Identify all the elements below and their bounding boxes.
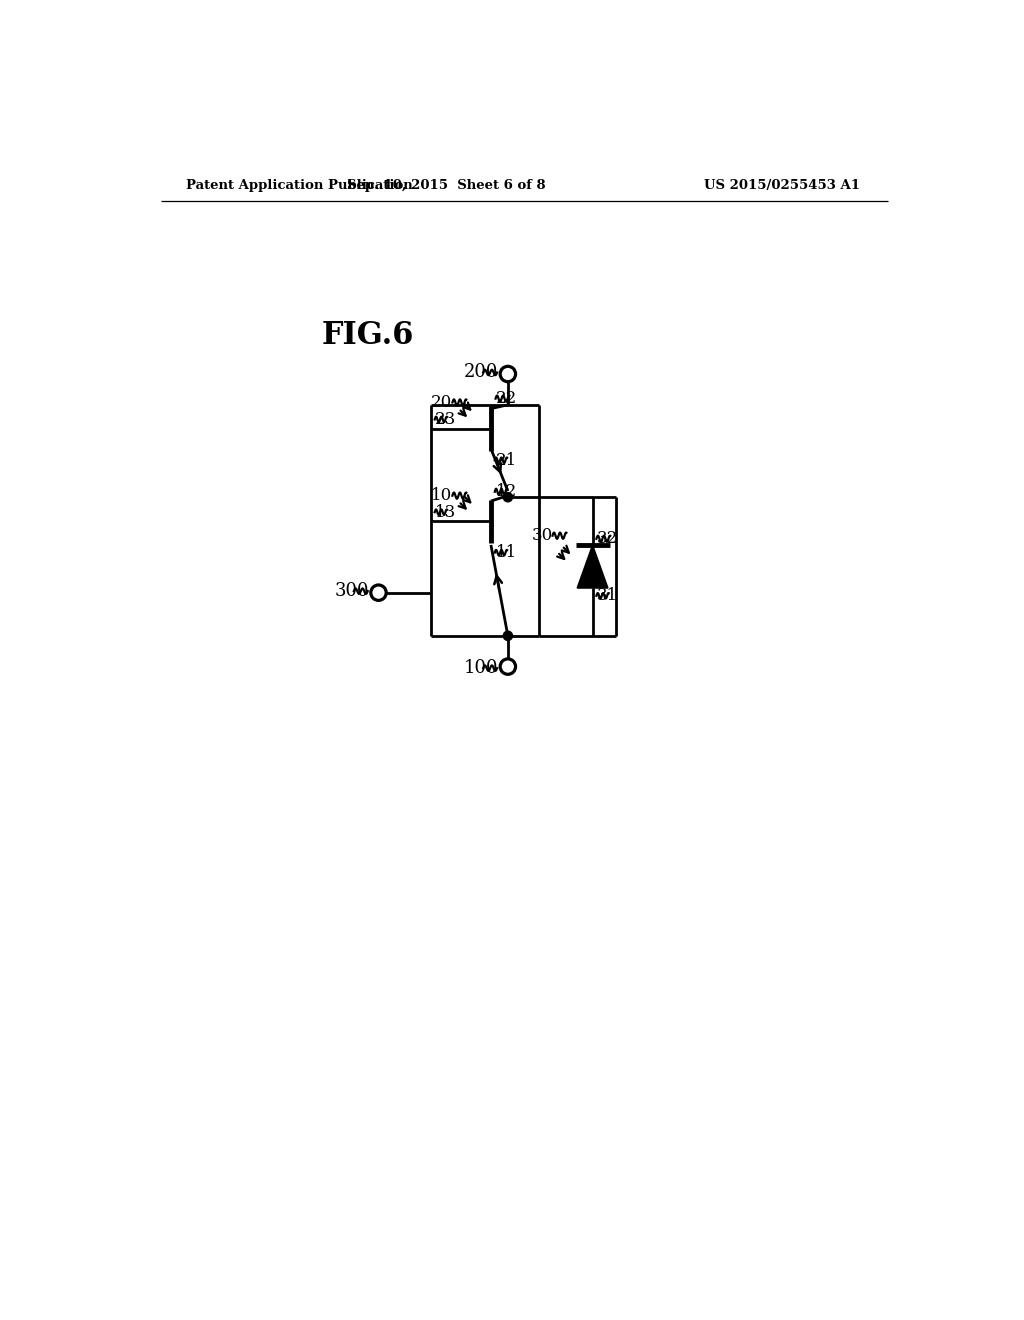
- Text: 31: 31: [597, 587, 618, 605]
- Text: 100: 100: [464, 659, 499, 677]
- Circle shape: [503, 631, 512, 640]
- Text: Patent Application Publication: Patent Application Publication: [186, 178, 413, 191]
- Polygon shape: [578, 545, 608, 589]
- Text: 32: 32: [597, 531, 618, 548]
- Circle shape: [503, 492, 512, 502]
- Text: 11: 11: [496, 544, 517, 561]
- Text: 30: 30: [531, 527, 553, 544]
- Text: 22: 22: [496, 391, 517, 407]
- Text: 12: 12: [496, 483, 517, 500]
- Text: Sep. 10, 2015  Sheet 6 of 8: Sep. 10, 2015 Sheet 6 of 8: [347, 178, 546, 191]
- Text: 10: 10: [431, 487, 453, 504]
- Text: 13: 13: [435, 504, 456, 520]
- Text: FIG.6: FIG.6: [322, 319, 414, 351]
- Text: US 2015/0255453 A1: US 2015/0255453 A1: [705, 178, 860, 191]
- Text: 21: 21: [496, 451, 517, 469]
- Text: 23: 23: [435, 411, 456, 428]
- Text: 200: 200: [464, 363, 499, 381]
- Text: 20: 20: [431, 393, 453, 411]
- Text: 300: 300: [335, 582, 370, 601]
